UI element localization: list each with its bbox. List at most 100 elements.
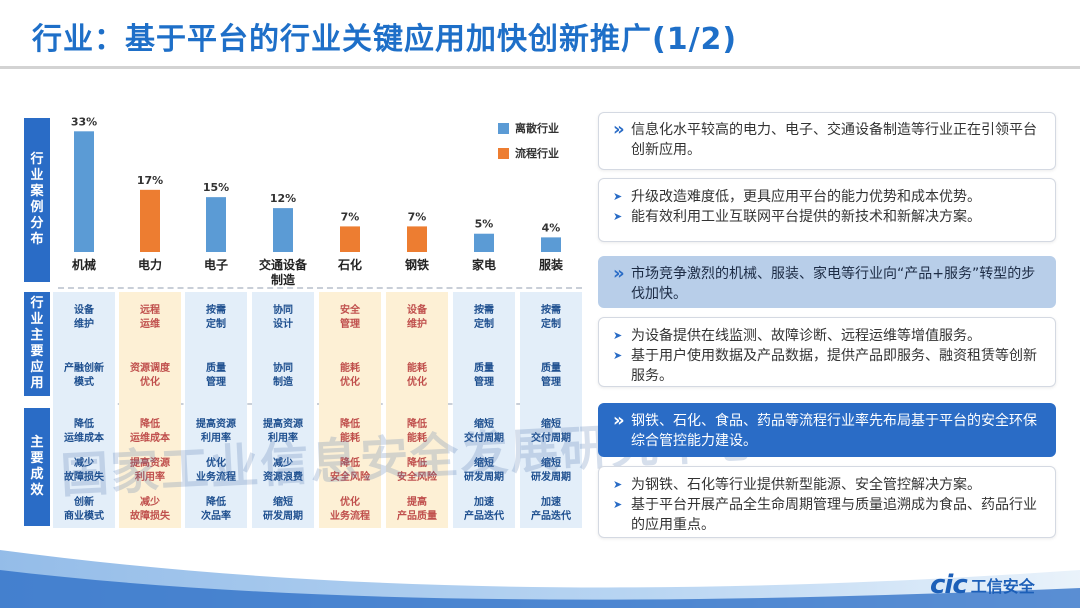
category-label-3: 制造 [271,272,296,287]
result-cell: 提高资源 利用率 [263,419,303,444]
result-cell: 创新 商业模式 [64,497,104,522]
result-cell: 降低 运维成本 [64,419,104,444]
triangle-bullet-icon: ➤ [613,349,623,362]
insight-box-3: ➤ 为设备提供在线监测、故障诊断、远程运维等增值服务。 ➤ 基于用户使用数据及产品数据… [598,317,1056,387]
value-label-3: 12% [270,192,296,205]
category-label-3: 交通设备 [259,257,308,272]
bar-1 [140,189,160,252]
result-cell: 优化 业务流程 [196,458,236,483]
application-cell: 设备 维护 [74,305,94,330]
result-cell: 加速 产品迭代 [464,497,504,522]
result-cell: 加速 产品迭代 [531,497,571,522]
result-cell: 降低 安全风险 [397,458,437,483]
insight-text: 基于平台开展产品全生命周期管理与质量追溯成为食品、药品行业的应用重点。 [631,497,1037,533]
legend-item-discrete: 离散行业 [498,120,559,136]
side-label-results: 主要成效 [24,408,50,526]
bar-6 [474,233,494,252]
insight-bullet: ➤ 为设备提供在线监测、故障诊断、远程运维等增值服务。 [613,326,1041,346]
section-divider [58,287,582,289]
insight-bullet: ➤ 基于用户使用数据及产品数据，提供产品即服务、融资租赁等创新服务。 [613,346,1041,386]
insight-text: 信息化水平较高的电力、电子、交通设备制造等行业正在引领平台创新应用。 [631,122,1037,158]
page-title: 行业：基于平台的行业关键应用加快创新推广(1/2) [32,22,738,57]
insight-box-1: ➤ 升级改造难度低，更具应用平台的能力优势和成本优势。 ➤ 能有效利用工业互联网平台提… [598,178,1056,242]
result-cell: 减少 故障损失 [64,458,104,483]
column-background [319,292,381,528]
insight-text: 升级改造难度低，更具应用平台的能力优势和成本优势。 [631,189,981,205]
triangle-bullet-icon: ➤ [613,210,623,223]
value-label-4: 7% [341,210,360,223]
triangle-bullet-icon: ➤ [613,498,623,511]
legend-item-process: 流程行业 [498,145,559,161]
value-label-7: 4% [542,221,561,234]
bar-0 [74,131,94,252]
category-label-1: 电力 [138,257,162,272]
result-cell: 缩短 交付周期 [531,419,571,444]
case-distribution-chart: 33% 机械 17% 电力 15% 电子 12% 交通设备制造 7% 石化 7% 钢铁 5% 家电 4% 服装 [71,115,563,287]
column-background [53,292,115,528]
result-cell: 降低 运维成本 [130,419,170,444]
result-cell: 缩短 交付周期 [464,419,504,444]
brand-logo: cic 工信安全 [930,570,1035,600]
category-label-0: 机械 [72,257,96,272]
insight-text: 能有效利用工业互联网平台提供的新技术和新解决方案。 [631,209,981,225]
application-cell: 能耗 优化 [407,363,427,388]
insight-text: 基于用户使用数据及产品数据，提供产品即服务、融资租赁等创新服务。 [631,348,1037,384]
application-cell: 协同 设计 [273,305,293,330]
bar-7 [541,237,561,252]
double-chevron-icon: » [613,263,625,284]
value-label-6: 5% [475,218,494,231]
insight-bullet: » 信息化水平较高的电力、电子、交通设备制造等行业正在引领平台创新应用。 [613,120,1041,160]
application-cell: 质量 管理 [474,363,494,388]
application-cell: 产融创新 模式 [64,363,104,388]
category-label-5: 钢铁 [405,257,429,272]
application-cell: 远程 运维 [140,305,160,330]
chart-legend: 离散行业 流程行业 [498,120,559,170]
insight-bullet: ➤ 能有效利用工业互联网平台提供的新技术和新解决方案。 [613,207,1041,227]
result-cell: 降低 能耗 [340,419,360,444]
category-label-2: 电子 [204,257,228,272]
side-label-applications: 行业主要应用 [24,292,50,396]
triangle-bullet-icon: ➤ [613,329,623,342]
value-label-2: 15% [203,181,229,194]
insight-text: 市场竞争激烈的机械、服装、家电等行业向“产品+服务”转型的步伐加快。 [631,266,1036,302]
insight-box-2: » 市场竞争激烈的机械、服装、家电等行业向“产品+服务”转型的步伐加快。 [598,256,1056,308]
application-cell: 质量 管理 [541,363,561,388]
category-label-6: 家电 [472,257,496,272]
bottom-wave-decoration [0,530,1080,608]
result-cell: 减少 故障损失 [130,497,170,522]
column-background [453,292,515,528]
result-cell: 提高资源 利用率 [196,419,236,444]
column-background [252,292,314,528]
result-cell: 降低 安全风险 [330,458,370,483]
column-background [520,292,582,528]
result-cell: 缩短 研发周期 [531,458,571,483]
insight-bullet: » 钢铁、石化、食品、药品等流程行业率先布局基于平台的安全环保综合管控能力建设。 [613,411,1041,451]
title-divider [0,66,1080,69]
result-cell: 降低 能耗 [407,419,427,444]
bar-2 [206,197,226,252]
application-cell: 按需 定制 [541,305,561,330]
value-label-5: 7% [408,210,427,223]
insight-bullet: » 市场竞争激烈的机械、服装、家电等行业向“产品+服务”转型的步伐加快。 [613,264,1041,304]
side-label-distribution: 行业案例分布 [24,118,50,282]
value-label-0: 33% [71,115,97,128]
application-cell: 按需 定制 [206,305,226,330]
logo-mark: cic [930,570,968,600]
application-cell: 设备 维护 [407,305,427,330]
application-cell: 安全 管理 [340,305,360,330]
double-chevron-icon: » [613,119,625,140]
result-cell: 缩短 研发周期 [464,458,504,483]
insight-box-5: ➤ 为钢铁、石化等行业提供新型能源、安全管控解决方案。 ➤ 基于平台开展产品全生命周期… [598,466,1056,538]
insight-box-0: » 信息化水平较高的电力、电子、交通设备制造等行业正在引领平台创新应用。 [598,112,1056,170]
result-cell: 降低 次品率 [201,497,231,522]
insight-bullet: ➤ 基于平台开展产品全生命周期管理与质量追溯成为食品、药品行业的应用重点。 [613,495,1041,535]
bar-5 [407,226,427,252]
insight-text: 为钢铁、石化等行业提供新型能源、安全管控解决方案。 [631,477,981,493]
insight-text: 为设备提供在线监测、故障诊断、远程运维等增值服务。 [631,328,981,344]
insight-bullet: ➤ 升级改造难度低，更具应用平台的能力优势和成本优势。 [613,187,1041,207]
category-label-4: 石化 [337,257,362,272]
column-background [119,292,181,528]
insight-text: 钢铁、石化、食品、药品等流程行业率先布局基于平台的安全环保综合管控能力建设。 [631,413,1037,449]
category-label-7: 服装 [539,257,563,272]
column-background [185,292,247,528]
